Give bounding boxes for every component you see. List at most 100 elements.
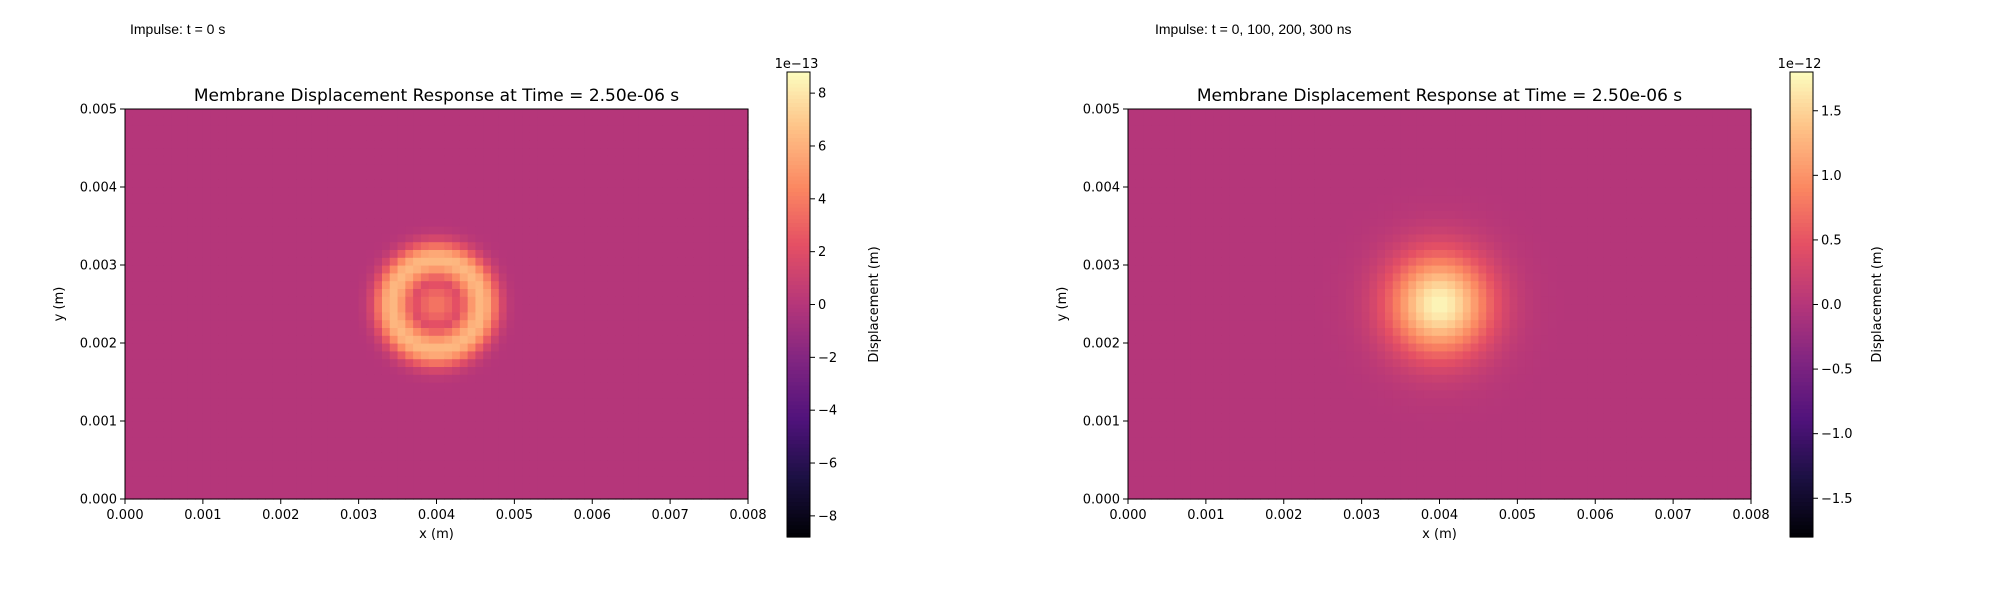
heatmap-cell [592, 249, 601, 258]
heatmap-cell [1143, 179, 1152, 188]
heatmap-cell [311, 163, 321, 172]
heatmap-cell [304, 109, 313, 118]
heatmap-cell [459, 280, 469, 289]
heatmap-cell [296, 358, 305, 367]
heatmap-cell [304, 163, 313, 172]
heatmap-cell [732, 366, 741, 375]
heatmap-cell [709, 241, 718, 250]
heatmap-cell [436, 148, 445, 157]
heatmap-cell [709, 132, 718, 141]
heatmap-cell [568, 436, 578, 445]
heatmap-cell [226, 233, 235, 243]
heatmap-cell [234, 483, 243, 492]
heatmap-cell [638, 296, 648, 305]
heatmap-cell [522, 241, 531, 250]
heatmap-cell [397, 428, 406, 438]
colorbar-segment [787, 258, 810, 263]
heatmap-cell [125, 296, 134, 305]
heatmap-cell [358, 296, 368, 305]
heatmap-cell [576, 194, 586, 204]
heatmap-cell [1166, 218, 1176, 227]
heatmap-cell [132, 194, 142, 204]
heatmap-cell [709, 148, 718, 157]
heatmap-cell [1229, 109, 1238, 118]
heatmap-cell [623, 179, 632, 188]
heatmap-cell [210, 280, 220, 289]
heatmap-cell [1229, 304, 1238, 313]
heatmap-cell [405, 179, 414, 188]
heatmap-cell [389, 296, 399, 305]
heatmap-cell [226, 483, 235, 492]
heatmap-cell [374, 405, 383, 414]
heatmap-cell [195, 140, 204, 149]
heatmap-cell [420, 467, 430, 477]
heatmap-cell [1174, 452, 1184, 461]
heatmap-cell [600, 249, 609, 258]
heatmap-cell [576, 226, 586, 235]
heatmap-cell [444, 460, 453, 469]
heatmap-cell [171, 140, 181, 149]
heatmap-cell [475, 319, 484, 328]
heatmap-cell [452, 491, 461, 500]
heatmap-cell [483, 491, 492, 500]
heatmap-cell [389, 397, 399, 406]
heatmap-cell [358, 304, 368, 313]
heatmap-cell [483, 304, 492, 313]
heatmap-cell [1229, 210, 1238, 219]
heatmap-cell [428, 233, 438, 243]
heatmap-cell [701, 179, 710, 188]
heatmap-cell [343, 148, 352, 157]
heatmap-cell [483, 311, 492, 321]
heatmap-cell [514, 304, 523, 313]
heatmap-cell [576, 358, 586, 367]
heatmap-cell [288, 132, 297, 141]
heatmap-cell [296, 116, 305, 126]
heatmap-cell [304, 280, 313, 289]
heatmap-cell [568, 155, 578, 165]
x-tick-label: 0.007 [652, 508, 689, 523]
heatmap-cell [148, 202, 157, 211]
heatmap-cell [327, 444, 336, 453]
heatmap-cell [288, 421, 297, 430]
heatmap-cell [296, 280, 305, 289]
heatmap-cell [498, 311, 508, 321]
heatmap-cell [1166, 413, 1176, 422]
heatmap-cell [444, 421, 453, 430]
heatmap-cell [452, 343, 461, 352]
heatmap-cell [1135, 405, 1145, 414]
heatmap-cell [226, 280, 235, 289]
heatmap-cell [615, 319, 624, 328]
heatmap-cell [265, 413, 274, 422]
heatmap-cell [1151, 163, 1160, 172]
heatmap-cell [1198, 327, 1207, 336]
heatmap-cell [1182, 467, 1191, 477]
heatmap-cell [537, 467, 547, 477]
heatmap-cell [1237, 202, 1246, 211]
heatmap-cell [1135, 382, 1145, 391]
heatmap-cell [218, 413, 227, 422]
heatmap-cell [444, 335, 453, 344]
heatmap-cell [1151, 319, 1160, 328]
heatmap-cell [483, 460, 492, 469]
heatmap-cell [374, 311, 383, 321]
heatmap-cell [615, 218, 624, 227]
heatmap-cell [304, 421, 313, 430]
heatmap-cell [483, 194, 492, 204]
heatmap-cell [522, 374, 531, 383]
heatmap-cell [506, 194, 515, 204]
heatmap-cell [405, 194, 414, 204]
colorbar-segment [787, 242, 810, 247]
heatmap-cell [296, 350, 305, 360]
heatmap-cell [709, 428, 718, 438]
heatmap-cell [304, 428, 313, 438]
heatmap-cell [132, 389, 142, 399]
heatmap-cell [1143, 124, 1152, 133]
heatmap-cell [701, 389, 710, 399]
heatmap-cell [491, 491, 500, 500]
heatmap-cell [327, 109, 336, 118]
heatmap-cell [568, 335, 578, 344]
heatmap-cell [1190, 124, 1199, 133]
heatmap-cell [1205, 132, 1215, 141]
heatmap-cell [522, 444, 531, 453]
heatmap-cell [350, 343, 360, 352]
